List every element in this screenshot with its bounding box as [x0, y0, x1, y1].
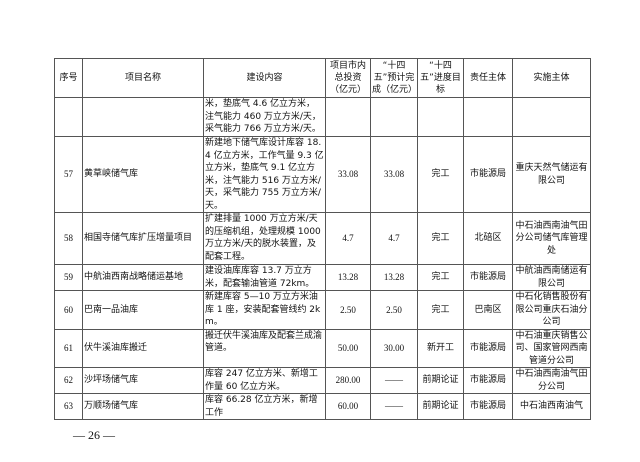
cell-no: 59	[54, 264, 83, 291]
cell-plan	[370, 97, 418, 137]
cell-plan: 2.50	[370, 290, 418, 330]
cell-resp: 市能源局	[463, 328, 513, 368]
cell-no: 57	[54, 136, 83, 213]
cell-content: 建设油库库容 13.7 万立方米，配套输油管道 72km。	[203, 264, 326, 291]
cell-impl: 中石油西南油气田分公司	[512, 367, 591, 394]
cell-total: 60.00	[325, 393, 371, 420]
table-row: 61 伏牛溪油库搬迁 搬迁伏牛溪油库及配套兰成渝管道。 50.00 30.00 新开工 市能…	[54, 328, 591, 368]
project-table: 序号 项目名称 建设内容 项目市内总投资（亿元） “十四五”预计完成（亿元） “十四五”进…	[54, 58, 591, 420]
cell-content: 米，垫底气 4.6 亿立方米，注气能力 460 万立方米/天，采气能力 766 …	[203, 97, 326, 137]
cell-content: 库容 247 亿立方米、新增工作量 60 亿立方米。	[203, 367, 326, 394]
cell-target: 完工	[417, 264, 464, 291]
cell-impl: 中石化销售股份有限公司重庆石油分公司	[512, 290, 591, 330]
cell-resp: 北碚区	[463, 212, 513, 265]
cell-content: 搬迁伏牛溪油库及配套兰成渝管道。	[203, 328, 326, 368]
cell-total: 50.00	[325, 328, 371, 368]
cell-plan: 30.00	[370, 328, 418, 368]
table-row: 62 沙坪场储气库 库容 247 亿立方米、新增工作量 60 亿立方米。 280.00…	[54, 367, 591, 394]
cell-content: 库容 66.28 亿立方米，新增工作	[203, 393, 326, 420]
column-header: 项目市内总投资（亿元）	[325, 58, 371, 98]
cell-resp: 市能源局	[463, 264, 513, 291]
column-header: “十四五”进度目标	[417, 58, 464, 98]
table-row: 60 巴南一品油库 新建库容 5—10 万立方米油库 1 座，安装配套管线约 2km…	[54, 290, 591, 330]
table-row: 57 黄草峡储气库 新建地下储气库设计库容 18.4 亿立方米，工作气量 9.3 亿…	[54, 136, 591, 213]
cell-target: 前期论证	[417, 393, 464, 420]
cell-name: 万顺场储气库	[82, 393, 204, 420]
table-row: 58 相国寺储气库扩压增量项目 扩建排量 1000 万立方米/天的压缩机组，处理规模…	[54, 212, 591, 265]
cell-content: 新建库容 5—10 万立方米油库 1 座，安装配套管线约 2km。	[203, 290, 326, 330]
cell-total	[325, 97, 371, 137]
cell-resp: 市能源局	[463, 136, 513, 213]
cell-plan: ——	[370, 393, 418, 420]
cell-resp: 市能源局	[463, 367, 513, 394]
cell-impl: 重庆天然气储运有限公司	[512, 136, 591, 213]
cell-name	[82, 97, 204, 137]
column-header: 项目名称	[82, 58, 204, 98]
cell-no: 61	[54, 328, 83, 368]
cell-name: 黄草峡储气库	[82, 136, 204, 213]
cell-resp	[463, 97, 513, 137]
cell-plan: ——	[370, 367, 418, 394]
cell-no: 62	[54, 367, 83, 394]
cell-name: 沙坪场储气库	[82, 367, 204, 394]
cell-target: 前期论证	[417, 367, 464, 394]
cell-content: 新建地下储气库设计库容 18.4 亿立方米，工作气量 9.3 亿立方米，垫底气 …	[203, 136, 326, 213]
table-row: 米，垫底气 4.6 亿立方米，注气能力 460 万立方米/天，采气能力 766 …	[54, 97, 591, 137]
table-row: 63 万顺场储气库 库容 66.28 亿立方米，新增工作 60.00 —— 前期论证 市能源…	[54, 393, 591, 420]
cell-impl: 中石油西南油气	[512, 393, 591, 420]
column-header: 责任主体	[463, 58, 513, 98]
column-header: 序号	[54, 58, 83, 98]
cell-plan: 13.28	[370, 264, 418, 291]
cell-target: 新开工	[417, 328, 464, 368]
cell-impl: 中航油西南储运有限公司	[512, 264, 591, 291]
cell-name: 相国寺储气库扩压增量项目	[82, 212, 204, 265]
cell-name: 伏牛溪油库搬迁	[82, 328, 204, 368]
cell-target	[417, 97, 464, 137]
cell-no: 63	[54, 393, 83, 420]
cell-plan: 4.7	[370, 212, 418, 265]
cell-total: 280.00	[325, 367, 371, 394]
column-header: 建设内容	[203, 58, 326, 98]
cell-no: 58	[54, 212, 83, 265]
cell-target: 完工	[417, 212, 464, 265]
cell-no: 60	[54, 290, 83, 330]
cell-plan: 33.08	[370, 136, 418, 213]
cell-total: 2.50	[325, 290, 371, 330]
cell-impl	[512, 97, 591, 137]
cell-total: 33.08	[325, 136, 371, 213]
cell-total: 13.28	[325, 264, 371, 291]
cell-impl: 中石油西南油气田分公司储气库管理处	[512, 212, 591, 265]
cell-resp: 巴南区	[463, 290, 513, 330]
cell-target: 完工	[417, 290, 464, 330]
cell-name: 巴南一品油库	[82, 290, 204, 330]
cell-name: 中航油西南战略储运基地	[82, 264, 204, 291]
cell-no	[54, 97, 83, 137]
cell-target: 完工	[417, 136, 464, 213]
table-row: 59 中航油西南战略储运基地 建设油库库容 13.7 万立方米，配套输油管道 72k…	[54, 264, 591, 291]
column-header: “十四五”预计完成（亿元）	[370, 58, 418, 98]
column-header: 实施主体	[512, 58, 591, 98]
page-number: — 26 —	[73, 428, 115, 442]
cell-impl: 中石油重庆销售公司、国家管网西南管道分公司	[512, 328, 591, 368]
cell-resp: 市能源局	[463, 393, 513, 420]
cell-content: 扩建排量 1000 万立方米/天的压缩机组，处理规模 1000 万立方米/天的脱…	[203, 212, 326, 265]
table-header: 序号 项目名称 建设内容 项目市内总投资（亿元） “十四五”预计完成（亿元） “十四五”进…	[54, 58, 591, 98]
cell-total: 4.7	[325, 212, 371, 265]
